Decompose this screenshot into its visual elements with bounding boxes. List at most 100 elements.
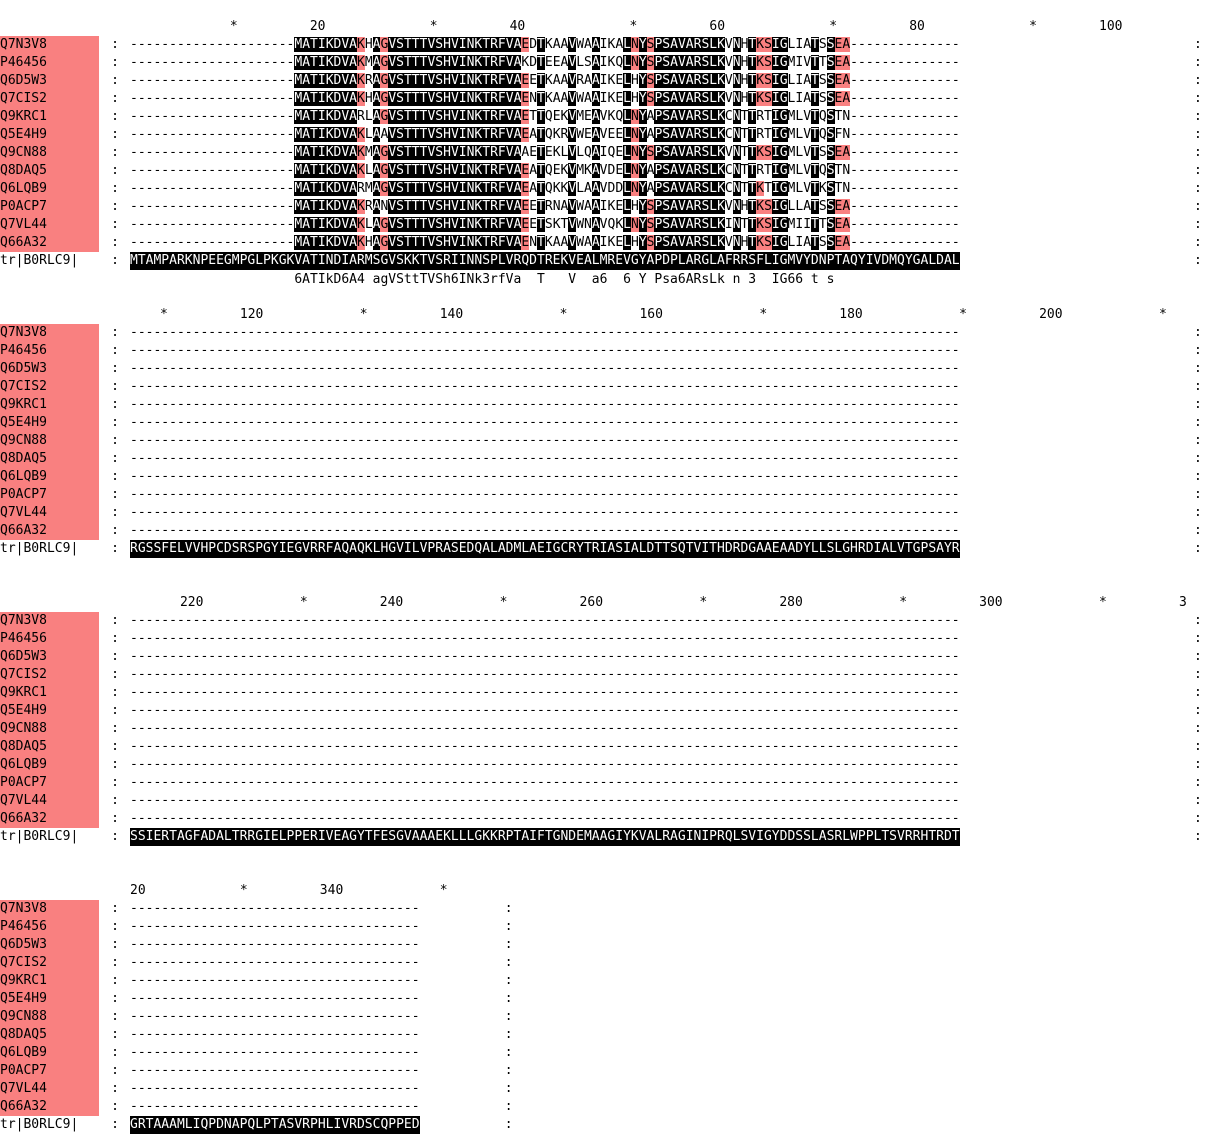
ruler-number: 280	[779, 595, 803, 610]
sequence-residues: ---------------------MATIKDVAKMAGVSTTTVS…	[130, 55, 960, 70]
sequence-residues: ----------------------------------------…	[130, 397, 960, 412]
sequence-residues: ---------------------MATIKDVAKLAAVSTTTVS…	[130, 127, 960, 142]
sequence-row: P46456: ---------------------------------…	[0, 342, 1219, 360]
separator-end: :	[1194, 73, 1202, 88]
sequence-label[interactable]: Q7VL44	[0, 216, 99, 234]
separator-end: :	[504, 919, 513, 934]
ruler-tick: *	[499, 595, 508, 610]
sequence-label[interactable]: Q8DAQ5	[0, 738, 99, 756]
sequence-label[interactable]: P46456	[0, 630, 99, 648]
sequence-label[interactable]: Q7VL44	[0, 504, 99, 522]
sequence-label[interactable]: Q5E4H9	[0, 126, 99, 144]
consensus-line: 6ATIkD6A4 agVSttTVSh6INk3rfVa T V a6 6 Y…	[130, 272, 835, 287]
sequence-label[interactable]: Q9KRC1	[0, 684, 99, 702]
sequence-label[interactable]: Q7CIS2	[0, 954, 99, 972]
separator-end: :	[1194, 667, 1202, 682]
sequence-residues: ----------------------------------------…	[130, 487, 960, 502]
ruler-number: 40	[509, 19, 526, 34]
separator-end: :	[1194, 163, 1202, 178]
separator: :	[111, 451, 119, 466]
sequence-label[interactable]: Q9CN88	[0, 432, 99, 450]
sequence-residues: ----------------------------------------…	[130, 325, 960, 340]
sequence-label[interactable]: Q8DAQ5	[0, 162, 99, 180]
sequence-label[interactable]: P0ACP7	[0, 486, 99, 504]
separator: :	[111, 37, 119, 52]
sequence-label[interactable]: Q7N3V8	[0, 900, 99, 918]
sequence-label[interactable]: Q7N3V8	[0, 612, 99, 630]
sequence-label[interactable]: Q6LQB9	[0, 468, 99, 486]
sequence-label[interactable]: Q5E4H9	[0, 990, 99, 1008]
sequence-residues: ----------------------------------------…	[130, 523, 960, 538]
sequence-label[interactable]: Q6LQB9	[0, 180, 99, 198]
sequence-label[interactable]: Q66A32	[0, 234, 99, 252]
query-label[interactable]: tr|B0RLC9|	[0, 829, 79, 844]
sequence-residues: ----------------------------------------…	[130, 433, 960, 448]
separator-end: :	[1194, 523, 1202, 538]
ruler-number: 3	[1178, 595, 1187, 610]
sequence-label[interactable]: Q7N3V8	[0, 36, 99, 54]
sequence-label[interactable]: P46456	[0, 918, 99, 936]
ruler-tick: *	[1029, 19, 1037, 34]
sequence-label[interactable]: P46456	[0, 54, 99, 72]
separator-end: :	[1194, 199, 1202, 214]
query-label[interactable]: tr|B0RLC9|	[0, 1117, 79, 1132]
separator-end: :	[1194, 829, 1202, 844]
ruler-tick: *	[229, 19, 238, 34]
sequence-label[interactable]: Q5E4H9	[0, 414, 99, 432]
separator: :	[111, 1063, 119, 1078]
separator: :	[111, 631, 119, 646]
sequence-label[interactable]: Q8DAQ5	[0, 1026, 99, 1044]
sequence-row: P46456: ---------------------------------…	[0, 918, 1219, 936]
ruler-number: 80	[909, 19, 925, 34]
sequence-label[interactable]: Q66A32	[0, 522, 99, 540]
sequence-label[interactable]: Q7CIS2	[0, 90, 99, 108]
query-row: tr|B0RLC9|: SSIERTAGFADALTRRGIELPPERIVEAG…	[0, 828, 1219, 846]
sequence-label[interactable]: Q9CN88	[0, 144, 99, 162]
sequence-label[interactable]: Q9KRC1	[0, 972, 99, 990]
sequence-residues: ----------------------------------------…	[130, 703, 960, 718]
separator: :	[111, 955, 119, 970]
sequence-label[interactable]: Q6LQB9	[0, 1044, 99, 1062]
separator: :	[111, 1045, 119, 1060]
query-label[interactable]: tr|B0RLC9|	[0, 541, 79, 556]
ruler-number: 60	[709, 19, 726, 34]
sequence-label[interactable]: Q6D5W3	[0, 360, 99, 378]
sequence-label[interactable]: Q6LQB9	[0, 756, 99, 774]
sequence-label[interactable]: Q9CN88	[0, 720, 99, 738]
sequence-label[interactable]: Q8DAQ5	[0, 450, 99, 468]
sequence-residues: -------------------------------------	[130, 919, 420, 934]
position-ruler: * 120 * 140 * 160 * 180 * 200 *	[130, 306, 1219, 324]
query-label[interactable]: tr|B0RLC9|	[0, 253, 79, 268]
sequence-label[interactable]: Q6D5W3	[0, 936, 99, 954]
sequence-label[interactable]: Q9CN88	[0, 1008, 99, 1026]
sequence-label[interactable]: P0ACP7	[0, 1062, 99, 1080]
sequence-label[interactable]: Q66A32	[0, 1098, 99, 1116]
sequence-label[interactable]: Q7VL44	[0, 792, 99, 810]
sequence-residues: ----------------------------------------…	[130, 757, 960, 772]
sequence-label[interactable]: Q7VL44	[0, 1080, 99, 1098]
sequence-label[interactable]: Q66A32	[0, 810, 99, 828]
sequence-row: Q7N3V8: ---------------------------------…	[0, 324, 1219, 342]
separator: :	[111, 973, 119, 988]
sequence-label[interactable]: Q9KRC1	[0, 396, 99, 414]
sequence-row: Q6LQB9: ---------------------------------…	[0, 1044, 1219, 1062]
separator-end: :	[1194, 739, 1202, 754]
sequence-label[interactable]: Q9KRC1	[0, 108, 99, 126]
ruler-tick: *	[629, 19, 638, 34]
sequence-label[interactable]: Q6D5W3	[0, 72, 99, 90]
ruler-tick: *	[759, 307, 768, 322]
sequence-label[interactable]: Q7N3V8	[0, 324, 99, 342]
sequence-row: Q5E4H9: ---------------------------------…	[0, 414, 1219, 432]
separator: :	[111, 469, 119, 484]
separator: :	[111, 703, 119, 718]
ruler-tick: *	[829, 19, 838, 34]
sequence-label[interactable]: Q6D5W3	[0, 648, 99, 666]
sequence-label[interactable]: Q5E4H9	[0, 702, 99, 720]
separator-end: :	[1194, 217, 1202, 232]
sequence-label[interactable]: Q7CIS2	[0, 666, 99, 684]
sequence-label[interactable]: P46456	[0, 342, 99, 360]
sequence-label[interactable]: P0ACP7	[0, 774, 99, 792]
position-ruler: 20 * 340 *	[130, 882, 1219, 900]
sequence-label[interactable]: Q7CIS2	[0, 378, 99, 396]
sequence-label[interactable]: P0ACP7	[0, 198, 99, 216]
